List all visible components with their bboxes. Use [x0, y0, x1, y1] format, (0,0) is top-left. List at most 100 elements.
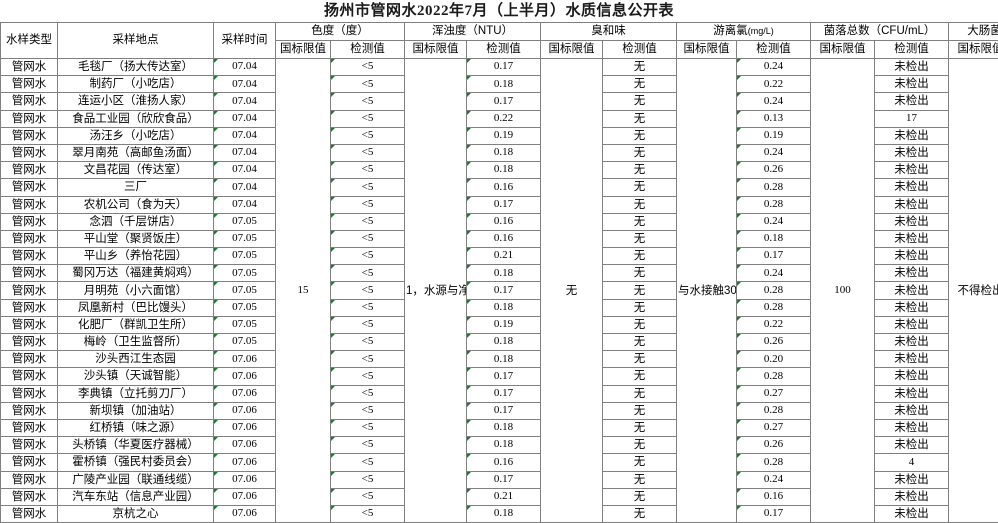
cell-free-chlorine-value: 0.24 [737, 144, 811, 161]
cell-free-chlorine-value: 0.19 [737, 127, 811, 144]
cell-water-type: 管网水 [1, 299, 58, 316]
cell-odor-value: 无 [603, 471, 677, 488]
cell-free-chlorine-value: 0.28 [737, 368, 811, 385]
cell-chroma-limit: 15 [276, 59, 331, 523]
sub-header-colony-value: 检测值 [875, 41, 949, 59]
cell-chroma-value: <5 [331, 162, 405, 179]
cell-odor-value: 无 [603, 505, 677, 522]
cell-turbidity-value: 0.18 [467, 505, 541, 522]
cell-sample-time: 07.04 [214, 196, 276, 213]
sub-header-chroma-value: 检测值 [331, 41, 405, 59]
cell-water-type: 管网水 [1, 385, 58, 402]
cell-location: 沙头镇（天诚智能） [58, 368, 214, 385]
cell-sample-time: 07.06 [214, 402, 276, 419]
cell-free-chlorine-value: 0.24 [737, 471, 811, 488]
cell-colony-value: 未检出 [875, 437, 949, 454]
cell-colony-value: 未检出 [875, 368, 949, 385]
cell-location: 毛毯厂（扬大传达室） [58, 59, 214, 76]
cell-free-chlorine-value: 0.24 [737, 265, 811, 282]
cell-free-chlorine-value: 0.28 [737, 196, 811, 213]
cell-chroma-value: <5 [331, 351, 405, 368]
cell-sample-time: 07.06 [214, 488, 276, 505]
col-group-header-odor: 臭和味 [541, 23, 677, 41]
cell-chroma-value: <5 [331, 179, 405, 196]
cell-odor-limit: 无 [541, 59, 603, 523]
cell-water-type: 管网水 [1, 213, 58, 230]
group-label-odor: 臭和味 [591, 25, 626, 37]
cell-sample-time: 07.04 [214, 162, 276, 179]
cell-location: 平山堂（聚贤饭庄） [58, 230, 214, 247]
cell-free-chlorine-value: 0.27 [737, 385, 811, 402]
col-header-sample-time: 采样时间 [214, 23, 276, 59]
cell-sample-time: 07.06 [214, 351, 276, 368]
cell-coliform-limit: 不得检出 [949, 59, 998, 523]
group-label-free-chlorine: 游离氯 [713, 25, 748, 37]
cell-free-chlorine-value: 0.24 [737, 213, 811, 230]
cell-water-type: 管网水 [1, 488, 58, 505]
cell-location: 文昌花园（传达室） [58, 162, 214, 179]
sub-header-chlorine-limit: 国标限值 [677, 41, 737, 59]
cell-turbidity-value: 0.16 [467, 230, 541, 247]
cell-odor-value: 无 [603, 402, 677, 419]
cell-chroma-value: <5 [331, 402, 405, 419]
cell-location: 汽车东站（信息产业园） [58, 488, 214, 505]
cell-odor-value: 无 [603, 230, 677, 247]
col-group-header-turbidity: 浑浊度（NTU） [405, 23, 541, 41]
cell-water-type: 管网水 [1, 265, 58, 282]
cell-turbidity-value: 0.18 [467, 265, 541, 282]
cell-water-type: 管网水 [1, 437, 58, 454]
cell-water-type: 管网水 [1, 179, 58, 196]
cell-free-chlorine-value: 0.24 [737, 93, 811, 110]
cell-chroma-value: <5 [331, 93, 405, 110]
cell-odor-value: 无 [603, 213, 677, 230]
sub-header-colony-limit: 国标限值 [811, 41, 875, 59]
cell-odor-value: 无 [603, 334, 677, 351]
water-quality-table: 水样类型 采样地点 采样时间 色度（度） 浑浊度（NTU） 臭和味 游离氯(mg… [0, 22, 998, 523]
cell-water-type: 管网水 [1, 368, 58, 385]
cell-sample-time: 07.04 [214, 93, 276, 110]
cell-free-chlorine-value: 0.28 [737, 402, 811, 419]
cell-turbidity-value: 0.21 [467, 488, 541, 505]
cell-water-type: 管网水 [1, 144, 58, 161]
cell-chroma-value: <5 [331, 213, 405, 230]
cell-chroma-value: <5 [331, 127, 405, 144]
cell-odor-value: 无 [603, 144, 677, 161]
cell-sample-time: 07.04 [214, 59, 276, 76]
sub-header-odor-value: 检测值 [603, 41, 677, 59]
cell-sample-time: 07.05 [214, 282, 276, 299]
cell-turbidity-value: 0.17 [467, 282, 541, 299]
cell-water-type: 管网水 [1, 316, 58, 333]
cell-location: 翠月南苑（高邮鱼汤面） [58, 144, 214, 161]
cell-sample-time: 07.04 [214, 179, 276, 196]
cell-odor-value: 无 [603, 59, 677, 76]
cell-colony-value: 未检出 [875, 265, 949, 282]
cell-free-chlorine-value: 0.28 [737, 282, 811, 299]
cell-sample-time: 07.06 [214, 471, 276, 488]
cell-colony-value: 未检出 [875, 144, 949, 161]
col-group-header-coliform: 大肠菌群(CFU/100mL) [949, 23, 998, 41]
cell-turbidity-value: 0.18 [467, 144, 541, 161]
cell-colony-value: 未检出 [875, 93, 949, 110]
cell-water-type: 管网水 [1, 351, 58, 368]
cell-colony-value: 未检出 [875, 385, 949, 402]
cell-location: 新坝镇（加油站） [58, 402, 214, 419]
cell-turbidity-value: 0.16 [467, 213, 541, 230]
cell-free-chlorine-value: 0.28 [737, 179, 811, 196]
cell-colony-value: 未检出 [875, 488, 949, 505]
sub-header-turbidity-value: 检测值 [467, 41, 541, 59]
cell-sample-time: 07.05 [214, 230, 276, 247]
cell-turbidity-value: 0.16 [467, 454, 541, 471]
header-row-top: 水样类型 采样地点 采样时间 色度（度） 浑浊度（NTU） 臭和味 游离氯(mg… [1, 23, 998, 41]
cell-location: 广陵产业园（联通线缆） [58, 471, 214, 488]
cell-chroma-value: <5 [331, 230, 405, 247]
cell-location: 三厂 [58, 179, 214, 196]
cell-colony-value: 未检出 [875, 316, 949, 333]
cell-colony-limit: 100 [811, 59, 875, 523]
cell-location: 京杭之心 [58, 505, 214, 522]
cell-chroma-value: <5 [331, 385, 405, 402]
cell-chroma-value: <5 [331, 505, 405, 522]
cell-water-type: 管网水 [1, 162, 58, 179]
cell-colony-value: 未检出 [875, 334, 949, 351]
cell-free-chlorine-value: 0.17 [737, 248, 811, 265]
table-body: 管网水毛毯厂（扬大传达室）07.0415<51，水源与净水技术条件限制时为30.… [1, 59, 998, 523]
